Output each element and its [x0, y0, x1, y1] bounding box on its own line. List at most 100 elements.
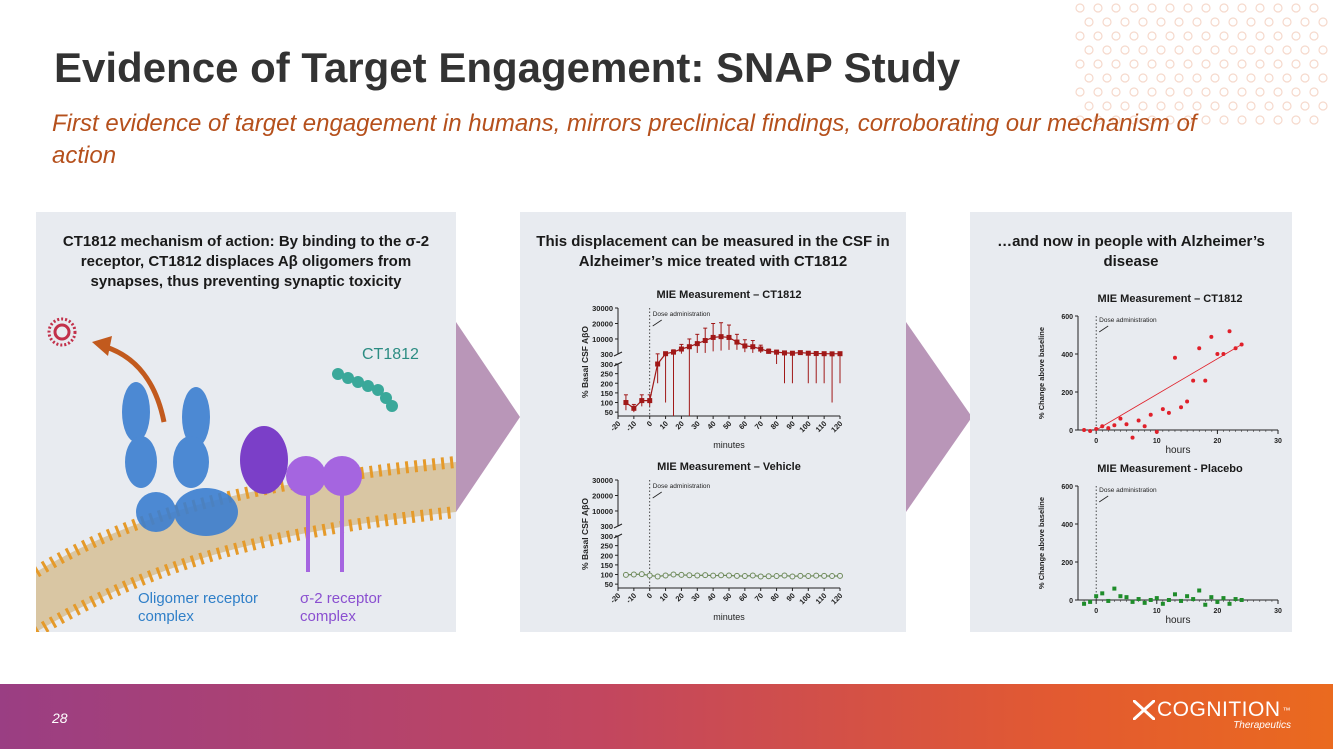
decorative-dot: [1255, 3, 1265, 13]
data-point: [1136, 597, 1141, 602]
decorative-dot: [1093, 59, 1103, 69]
decorative-dot: [1318, 73, 1328, 83]
decorative-dot: [1282, 73, 1292, 83]
data-point: [1094, 427, 1099, 432]
y-tick-label: 50: [605, 408, 613, 417]
data-point: [1172, 355, 1177, 360]
chart-title: MIE Measurement – CT1812: [1098, 293, 1243, 305]
decorative-dot: [1129, 31, 1139, 41]
decorative-dot: [1255, 115, 1265, 125]
decorative-dot: [1138, 17, 1148, 27]
decorative-dot: [1300, 45, 1310, 55]
decorative-dot: [1111, 115, 1121, 125]
data-point: [1191, 597, 1196, 602]
data-point: [1227, 601, 1232, 606]
decorative-dot: [1201, 31, 1211, 41]
decorative-dot: [1300, 101, 1310, 111]
logo-name: COGNITION: [1157, 698, 1281, 721]
data-point: [1100, 424, 1105, 429]
data-point: [1215, 599, 1220, 604]
data-point: [694, 572, 701, 579]
company-logo: COGNITION ™ Therapeutics: [1133, 698, 1291, 731]
decorative-dot: [1102, 17, 1112, 27]
data-point: [766, 348, 772, 354]
decorative-dot: [1174, 101, 1184, 111]
data-point: [1112, 586, 1117, 591]
data-point: [1179, 405, 1184, 410]
decorative-dot: [1282, 101, 1292, 111]
data-point: [742, 343, 748, 349]
y-axis-label: % Change above baseline: [1037, 497, 1046, 589]
decorative-dot: [1156, 17, 1166, 27]
y-tick-label: 150: [600, 561, 613, 570]
data-point: [678, 571, 685, 578]
decorative-dot: [1246, 45, 1256, 55]
decorative-dot: [1309, 115, 1319, 125]
dose-arrow: [652, 319, 662, 327]
data-point: [1239, 342, 1244, 347]
decorative-dot: [1291, 115, 1301, 125]
decorative-dot: [1165, 87, 1175, 97]
oligomer-receptor-protein-icon: [122, 382, 238, 536]
data-point: [757, 573, 764, 580]
decorative-dot: [1120, 101, 1130, 111]
data-point: [813, 351, 819, 357]
x-tick-label: 60: [737, 591, 749, 603]
data-point: [1136, 418, 1141, 423]
decorative-dot: [1210, 101, 1220, 111]
decorative-dot: [1318, 17, 1328, 27]
y-tick-label: 0: [1069, 428, 1073, 435]
data-point: [702, 338, 708, 344]
trend-line: [1095, 344, 1242, 431]
sigma2-receptor-label: σ-2 receptor complex: [300, 590, 382, 625]
dose-arrow: [652, 491, 662, 499]
data-point: [1082, 428, 1087, 432]
y-tick-label: 300: [600, 522, 613, 531]
data-point: [1124, 422, 1129, 427]
data-point: [718, 334, 724, 340]
decorative-dot: [1165, 59, 1175, 69]
decorative-dot: [1237, 3, 1247, 13]
x-tick-label: 10: [658, 591, 670, 603]
data-point: [1118, 416, 1123, 421]
series-line: [625, 573, 841, 578]
x-tick-label: 90: [785, 419, 797, 431]
x-tick-label: 20: [1213, 608, 1221, 615]
axis-break-mark: [613, 523, 623, 529]
axis-break-mark: [613, 351, 623, 357]
data-point: [1197, 588, 1202, 593]
y-tick-label: 600: [1061, 484, 1073, 491]
x-tick-label: 80: [769, 591, 781, 603]
x-tick-label: 30: [1274, 438, 1282, 445]
decorative-dot: [1219, 31, 1229, 41]
x-tick-label: 100: [797, 419, 812, 434]
dose-annotation: Dose administration: [1099, 317, 1157, 324]
x-tick-label: 10: [1153, 608, 1161, 615]
decorative-dot: [1201, 87, 1211, 97]
data-point: [733, 572, 740, 579]
data-point: [1233, 597, 1238, 602]
data-point: [678, 346, 684, 352]
decorative-dot: [1300, 73, 1310, 83]
human-csf-panel: …and now in people with Alzheimer’s dise…: [970, 212, 1292, 632]
decorative-dot: [1255, 31, 1265, 41]
decorative-dot: [1291, 3, 1301, 13]
slide-subtitle: First evidence of target engagement in h…: [52, 110, 1197, 169]
decorative-dot: [1237, 115, 1247, 125]
x-tick-label: 110: [814, 419, 829, 434]
y-tick-label: 300: [600, 360, 613, 369]
decorative-dot: [1192, 73, 1202, 83]
decorative-dot: [1174, 17, 1184, 27]
data-point: [758, 346, 764, 352]
data-point: [734, 339, 740, 345]
decorative-dot: [1075, 115, 1085, 125]
decorative-dot: [1255, 59, 1265, 69]
data-point: [1233, 346, 1238, 351]
decorative-dot: [1156, 45, 1166, 55]
decorative-dot: [1210, 73, 1220, 83]
data-point: [1221, 352, 1226, 356]
dose-annotation: Dose administration: [653, 311, 711, 318]
x-tick-label: 30: [689, 419, 701, 431]
x-tick-label: 100: [797, 591, 812, 606]
decorative-dot: [1228, 17, 1238, 27]
